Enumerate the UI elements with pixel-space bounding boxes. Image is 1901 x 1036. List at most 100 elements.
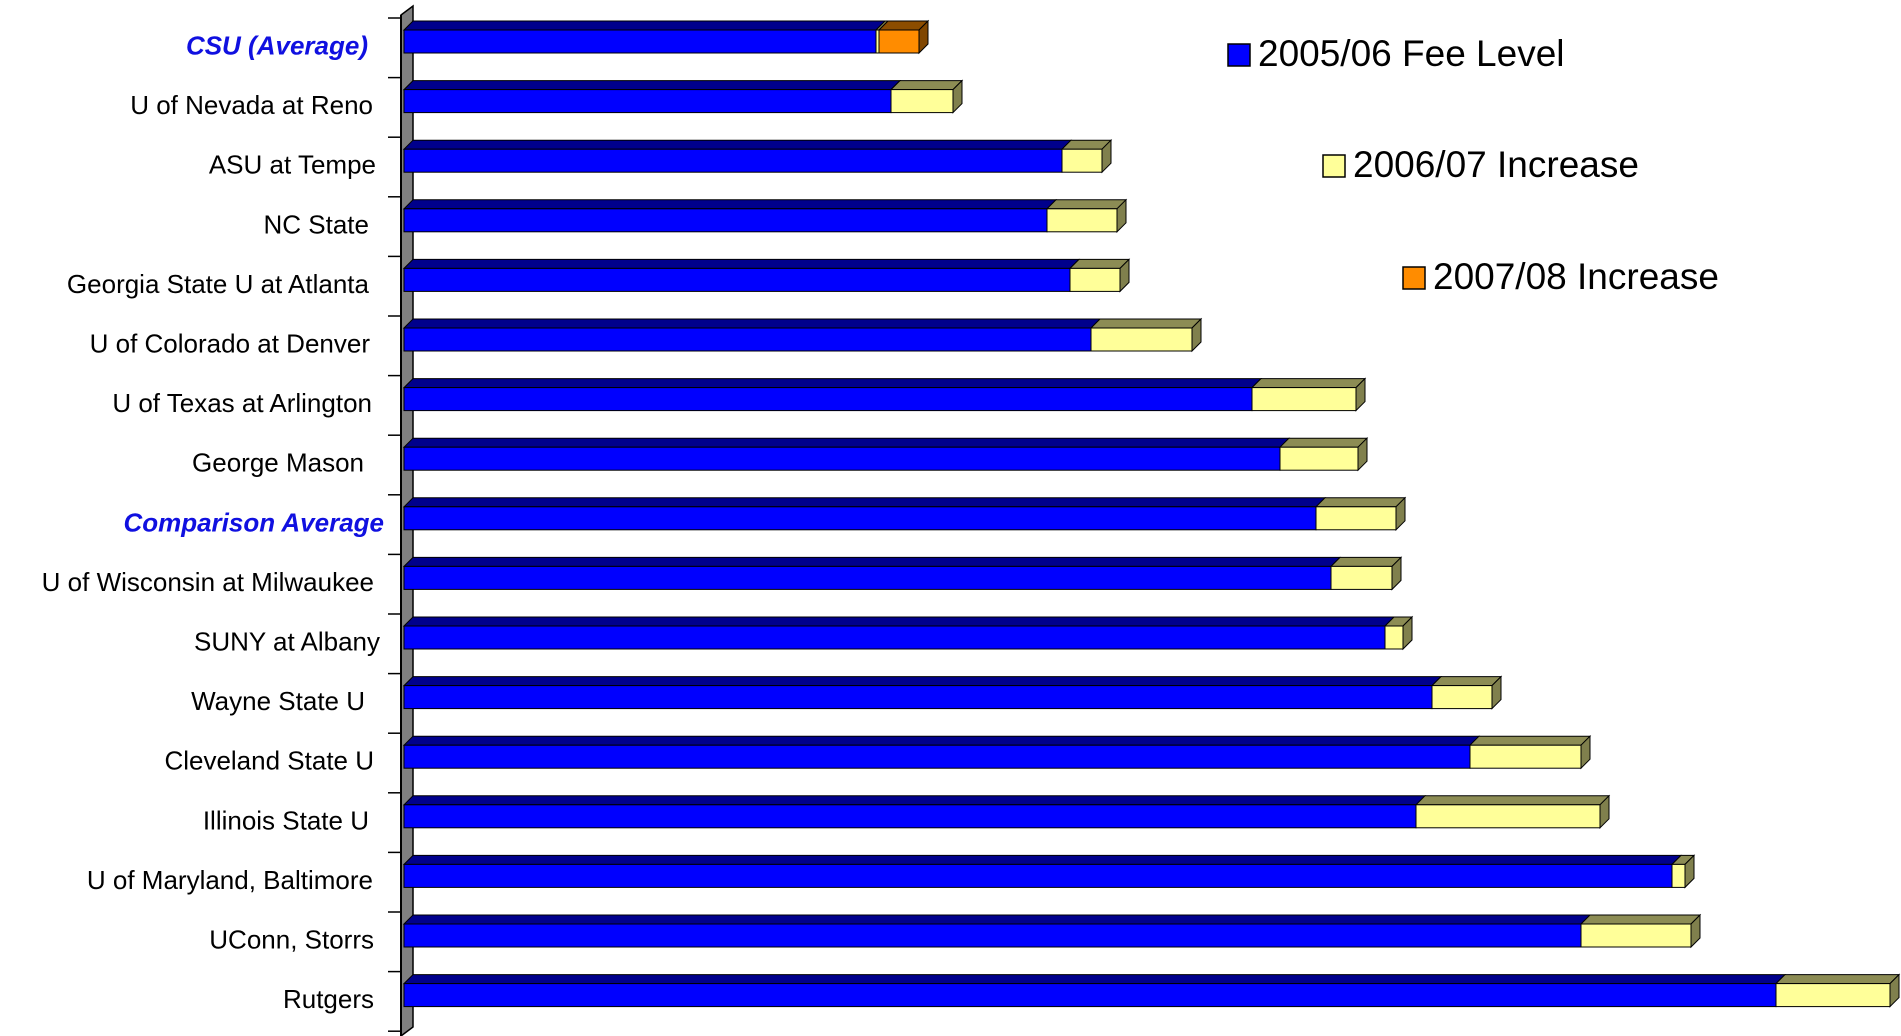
category-label: UConn, Storrs bbox=[209, 925, 374, 955]
bar-segment-side bbox=[1191, 317, 1202, 353]
legend-item: 2006/07 Increase bbox=[1322, 144, 1639, 185]
bar-segment bbox=[403, 983, 1777, 1008]
category-label: Comparison Average bbox=[123, 507, 384, 537]
bar-segment-side bbox=[1491, 675, 1502, 710]
bar-segment-top bbox=[1414, 795, 1611, 806]
bar-segment bbox=[1469, 744, 1582, 769]
bar-segment-top bbox=[402, 795, 1427, 806]
bar-segment bbox=[1775, 983, 1891, 1008]
category-label: George Mason bbox=[192, 448, 364, 478]
category-labels: CSU (Average) U of Nevada at Reno ASU at T… bbox=[42, 31, 384, 1015]
category-label: ASU at Tempe bbox=[209, 150, 376, 180]
bar-segment-top bbox=[1089, 318, 1203, 329]
bar-segment bbox=[403, 327, 1092, 352]
bar-segment-side bbox=[1355, 377, 1366, 412]
bar-row bbox=[402, 138, 1113, 174]
bar-segment bbox=[403, 208, 1048, 233]
bar-segment-top bbox=[402, 676, 1443, 687]
category-label: Illinois State U bbox=[203, 805, 369, 835]
bar-segment-top bbox=[402, 914, 1592, 925]
category-label: U of Nevada at Reno bbox=[130, 90, 373, 120]
bar-segment bbox=[1069, 267, 1121, 292]
bar-segment bbox=[1580, 923, 1692, 948]
bar-segment bbox=[403, 148, 1063, 173]
category-label: CSU (Average) bbox=[186, 31, 368, 61]
bar-segment bbox=[403, 863, 1673, 888]
bar-segment-side bbox=[952, 79, 963, 114]
bar-segment bbox=[1431, 685, 1493, 710]
category-label: U of Colorado at Denver bbox=[90, 329, 371, 359]
bar-row bbox=[402, 675, 1503, 710]
bar-segment-top bbox=[402, 80, 902, 91]
bar-row bbox=[402, 854, 1696, 889]
category-label: U of Wisconsin at Milwaukee bbox=[42, 567, 374, 597]
bar-segment bbox=[890, 89, 954, 114]
bar-segment bbox=[1279, 446, 1359, 471]
bar-segment-top bbox=[889, 80, 964, 91]
bar-segment bbox=[1315, 506, 1397, 531]
bar-segment-top bbox=[402, 556, 1342, 567]
bar-segment-top bbox=[1045, 199, 1128, 210]
bar-segment-top bbox=[402, 139, 1073, 150]
bar-segment-side bbox=[1599, 794, 1610, 830]
bar-segment bbox=[878, 29, 920, 54]
bar-segment bbox=[1330, 565, 1393, 590]
bar-segment-side bbox=[1357, 436, 1368, 472]
bar-row bbox=[402, 19, 930, 55]
bar-row bbox=[402, 734, 1592, 770]
bar-segment bbox=[1090, 327, 1193, 352]
bar-segment bbox=[403, 506, 1317, 531]
legend-item: 2005/06 Fee Level bbox=[1227, 33, 1565, 74]
bar-segment-top bbox=[1468, 735, 1592, 746]
bar-segment-side bbox=[918, 19, 929, 55]
bar-row bbox=[402, 198, 1128, 234]
bar-segment-side bbox=[1395, 496, 1406, 532]
bar-segment bbox=[1061, 148, 1103, 173]
legend: 2005/06 Fee Level 2006/07 Increase 2007/08… bbox=[1227, 33, 1719, 297]
bar-segment-top bbox=[1774, 974, 1901, 985]
bar-row bbox=[402, 258, 1131, 293]
bar-segment-top bbox=[402, 735, 1481, 746]
bar-segment bbox=[1046, 208, 1118, 233]
legend-label: 2007/08 Increase bbox=[1433, 256, 1719, 297]
bar-row bbox=[402, 436, 1369, 472]
bar-segment-top bbox=[1314, 497, 1407, 508]
bar-segment-top bbox=[1579, 914, 1702, 925]
bar-segment-top bbox=[1329, 556, 1403, 567]
bar-segment-top bbox=[402, 437, 1291, 448]
legend-swatch bbox=[1227, 43, 1251, 67]
bar-segment bbox=[403, 267, 1071, 292]
bar-segment bbox=[403, 387, 1253, 412]
category-label: Wayne State U bbox=[191, 686, 365, 716]
bar-segment-top bbox=[402, 854, 1683, 865]
bar-segment-top bbox=[1278, 437, 1369, 448]
legend-swatch bbox=[1402, 266, 1426, 290]
category-label: NC State bbox=[264, 209, 370, 239]
bar-segment-side bbox=[1580, 734, 1591, 770]
bar-row bbox=[402, 556, 1403, 591]
bar-segment-top bbox=[402, 616, 1396, 627]
category-label: U of Maryland, Baltimore bbox=[87, 865, 373, 895]
bar-segment-side bbox=[1402, 615, 1413, 651]
bar-segment bbox=[403, 89, 892, 114]
category-label: Cleveland State U bbox=[164, 746, 374, 776]
bar-segment-side bbox=[1690, 913, 1701, 949]
bar-segment-side bbox=[1119, 258, 1130, 293]
bar-segment-side bbox=[1101, 138, 1112, 174]
bar-segment-top bbox=[402, 378, 1263, 389]
bar-segment bbox=[403, 923, 1582, 948]
bar-segment bbox=[403, 804, 1417, 829]
category-label: SUNY at Albany bbox=[194, 627, 380, 657]
bar-segment bbox=[1384, 625, 1404, 650]
bar-row bbox=[402, 973, 1901, 1008]
bar-segment-top bbox=[402, 318, 1102, 329]
bar-row bbox=[402, 615, 1414, 651]
bar-segment-top bbox=[402, 199, 1058, 210]
bar-segment bbox=[1671, 863, 1686, 888]
bar-segment bbox=[403, 744, 1471, 769]
bar-segment-top bbox=[1250, 378, 1367, 389]
bar-segment-top bbox=[402, 497, 1327, 508]
bar-row bbox=[402, 79, 964, 114]
bar-segment bbox=[1415, 804, 1601, 829]
